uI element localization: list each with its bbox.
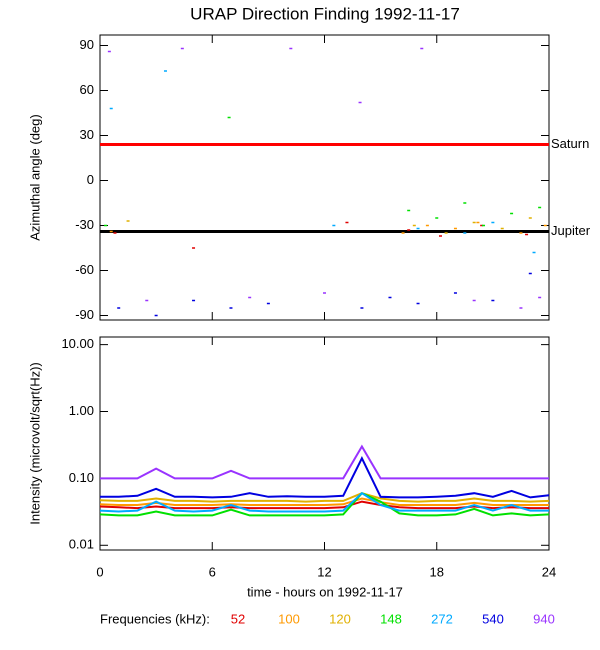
scatter-point xyxy=(407,229,411,231)
scatter-point xyxy=(227,116,231,119)
series-line xyxy=(99,491,549,513)
scatter-point xyxy=(435,217,439,219)
y-tick-label: 90 xyxy=(80,37,94,52)
scatter-point xyxy=(453,292,457,294)
x-tick-label: 24 xyxy=(542,564,556,579)
scatter-point xyxy=(420,47,424,50)
scatter-point xyxy=(543,224,547,227)
y-tick-label: -60 xyxy=(75,262,94,277)
scatter-point xyxy=(104,224,108,227)
scatter-point xyxy=(289,47,293,50)
x-tick-label: 0 xyxy=(96,564,103,579)
scatter-point xyxy=(109,230,113,233)
scatter-point xyxy=(476,221,480,224)
y-tick-label: 30 xyxy=(80,127,94,142)
legend-entry: 100 xyxy=(278,611,300,626)
scatter-point xyxy=(117,307,121,309)
x-tick-label: 18 xyxy=(430,564,444,579)
scatter-point xyxy=(126,220,130,222)
scatter-point xyxy=(360,307,364,309)
scatter-point xyxy=(412,224,416,227)
scatter-point xyxy=(416,227,420,230)
scatter-point xyxy=(109,107,113,110)
y-tick-label: 1.00 xyxy=(69,403,94,418)
scatter-point xyxy=(444,232,448,234)
y-tick-label: 0.01 xyxy=(69,537,94,552)
series-line xyxy=(99,497,549,506)
scatter-point xyxy=(388,296,392,299)
x-tick-label: 12 xyxy=(317,564,331,579)
x-tick-label: 6 xyxy=(209,564,216,579)
scatter-point xyxy=(438,235,442,237)
reference-label: Saturn xyxy=(551,136,589,151)
scatter-point xyxy=(145,299,149,302)
scatter-point xyxy=(491,221,495,224)
series-line xyxy=(100,456,550,499)
y-tick-label: -90 xyxy=(75,307,94,322)
scatter-point xyxy=(510,212,514,215)
scatter-point xyxy=(528,272,532,275)
y-axis-label: Azimuthal angle (deg) xyxy=(27,114,42,240)
scatter-point xyxy=(500,227,504,230)
scatter-point xyxy=(107,50,111,53)
scatter-point xyxy=(528,217,532,219)
scatter-point xyxy=(229,307,233,309)
scatter-point xyxy=(401,232,405,234)
scatter-point xyxy=(532,251,536,254)
scatter-point xyxy=(407,209,411,212)
scatter-point xyxy=(332,224,336,227)
plot-frame xyxy=(99,336,550,551)
scatter-point xyxy=(480,224,484,227)
legend-entry: 52 xyxy=(231,611,245,626)
scatter-point xyxy=(425,224,429,227)
scatter-point xyxy=(345,221,349,224)
scatter-point xyxy=(519,232,523,234)
legend-entry: 148 xyxy=(380,611,402,626)
scatter-point xyxy=(519,307,523,309)
scatter-point xyxy=(482,224,486,227)
legend-entry: 540 xyxy=(482,611,504,626)
scatter-point xyxy=(538,296,542,299)
series-line xyxy=(99,500,549,510)
scatter-point xyxy=(163,70,167,72)
scatter-point xyxy=(416,302,420,305)
scatter-point xyxy=(453,227,457,230)
reference-label: Jupiter xyxy=(551,223,591,238)
x-axis-label: time - hours on 1992-11-17 xyxy=(247,584,403,599)
series-line xyxy=(100,444,549,480)
legend-entry: 120 xyxy=(329,611,351,626)
scatter-point xyxy=(192,247,196,249)
y-tick-label: 60 xyxy=(80,82,94,97)
y-tick-label: 10.00 xyxy=(61,336,94,351)
series-line xyxy=(99,491,550,517)
scatter-point xyxy=(113,232,117,234)
scatter-point xyxy=(154,314,158,317)
scatter-point xyxy=(248,296,252,299)
y-tick-label: 0 xyxy=(87,172,94,187)
y-tick-label: -30 xyxy=(75,217,94,232)
scatter-point xyxy=(192,299,196,302)
scatter-point xyxy=(538,206,542,209)
scatter-point xyxy=(266,302,270,305)
scatter-point xyxy=(472,299,476,302)
scatter-point xyxy=(358,101,362,104)
scatter-point xyxy=(463,232,467,234)
legend-entry: 272 xyxy=(431,611,453,626)
scatter-point xyxy=(491,299,495,302)
plot-frame xyxy=(99,34,550,321)
series-line xyxy=(99,492,550,503)
legend-title: Frequencies (kHz): xyxy=(100,611,210,626)
scatter-point xyxy=(323,292,326,294)
scatter-point xyxy=(180,47,184,50)
legend-entry: 940 xyxy=(533,611,555,626)
scatter-point xyxy=(463,202,467,204)
chart-title: URAP Direction Finding 1992-11-17 xyxy=(190,4,460,23)
scatter-point xyxy=(525,233,529,236)
scatter-point xyxy=(472,221,476,224)
y-axis-label: Intensity (microvolt/sqrt(Hz)) xyxy=(27,362,42,525)
y-tick-label: 0.10 xyxy=(69,470,94,485)
